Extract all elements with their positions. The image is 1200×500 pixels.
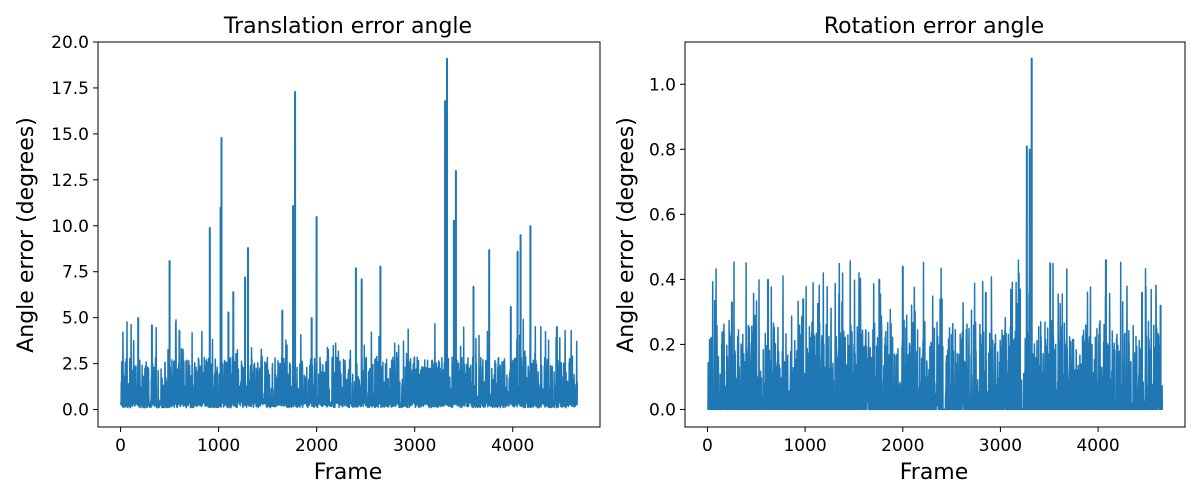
y-tick-label: 15.0 [51,125,89,145]
x-axis-ticks: 0 1000 2000 3000 4000 [702,427,1120,456]
x-tick-label: 4000 [491,436,534,456]
plot-frame [97,41,601,428]
x-axis-label: Frame [314,460,383,485]
series-layer [706,57,1164,411]
series-line [706,57,1164,411]
y-axis-ticks: 0.0 2.5 5.0 7.5 10.0 12.5 15.0 17.5 20.0 [51,33,98,421]
y-axis-label: Angle error (degrees) [614,117,639,353]
chart-title: Rotation error angle [824,14,1044,39]
x-tick-label: 4000 [1076,436,1119,456]
x-tick-label: 0 [702,436,713,456]
y-tick-label: 7.5 [62,263,89,283]
x-axis-label: Frame [900,460,969,485]
y-tick-label: 0.6 [649,205,676,225]
x-tick-label: 1000 [197,436,240,456]
translation-error-panel: Translation error angle 0 1000 2000 3000 400… [14,14,601,485]
y-tick-label: 10.0 [51,217,89,237]
x-tick-label: 3000 [979,436,1022,456]
x-axis-ticks: 0 1000 2000 3000 4000 [115,427,534,456]
x-tick-label: 3000 [393,436,436,456]
series-line [119,57,579,409]
x-tick-label: 1000 [783,436,826,456]
x-tick-label: 2000 [295,436,338,456]
y-tick-label: 12.5 [51,171,89,191]
y-axis-label: Angle error (degrees) [14,117,39,353]
y-tick-label: 5.0 [62,309,89,329]
y-tick-label: 20.0 [51,33,89,53]
x-tick-label: 0 [115,436,126,456]
series-layer [119,57,579,409]
y-tick-label: 0.2 [649,335,676,355]
y-tick-label: 0.0 [649,400,676,420]
y-tick-label: 0.8 [649,140,676,160]
plot-frame [684,41,1186,428]
y-tick-label: 2.5 [62,355,89,375]
y-axis-ticks: 0.0 0.2 0.4 0.6 0.8 1.0 [649,75,685,420]
rotation-error-panel: Rotation error angle 0 1000 2000 3000 4000 0… [614,14,1186,485]
x-tick-label: 2000 [881,436,924,456]
y-tick-label: 17.5 [51,79,89,99]
y-tick-label: 0.0 [62,401,89,421]
chart-title: Translation error angle [223,14,472,39]
y-tick-label: 1.0 [649,75,676,95]
y-tick-label: 0.4 [649,270,676,290]
